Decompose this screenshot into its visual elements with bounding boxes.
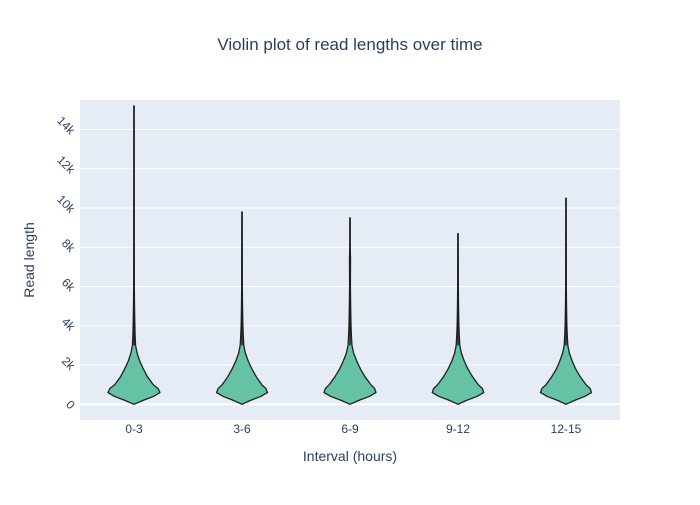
x-tick-label: 9-12 [446, 422, 470, 436]
y-axis-title: Read length [21, 222, 37, 298]
y-tick-label: 6k [59, 275, 79, 295]
x-tick-label: 3-6 [233, 422, 251, 436]
x-axis-ticks: 0-3 3-6 6-9 9-12 12-15 [125, 422, 581, 436]
y-tick-label: 8k [59, 236, 79, 256]
x-tick-label: 6-9 [341, 422, 359, 436]
violin-6-9 [323, 217, 377, 405]
violin-9-12 [431, 232, 485, 405]
y-tick-label: 12k [54, 153, 78, 177]
x-axis-title: Interval (hours) [303, 448, 397, 464]
y-tick-label: 0 [63, 397, 78, 412]
y-axis-ticks: 0 2k 4k 6k 8k 10k 12k 14k [54, 114, 78, 413]
violin-0-3 [107, 105, 161, 405]
x-tick-label: 0-3 [125, 422, 143, 436]
violin-12-15 [539, 197, 593, 405]
y-tick-label: 10k [54, 192, 78, 216]
y-tick-label: 4k [59, 315, 79, 335]
chart-title: Violin plot of read lengths over time [217, 35, 482, 54]
y-tick-label: 2k [59, 354, 79, 374]
violin-3-6 [215, 211, 269, 405]
violin-series [107, 105, 593, 405]
x-tick-label: 12-15 [551, 422, 582, 436]
y-tick-label: 14k [54, 114, 78, 138]
